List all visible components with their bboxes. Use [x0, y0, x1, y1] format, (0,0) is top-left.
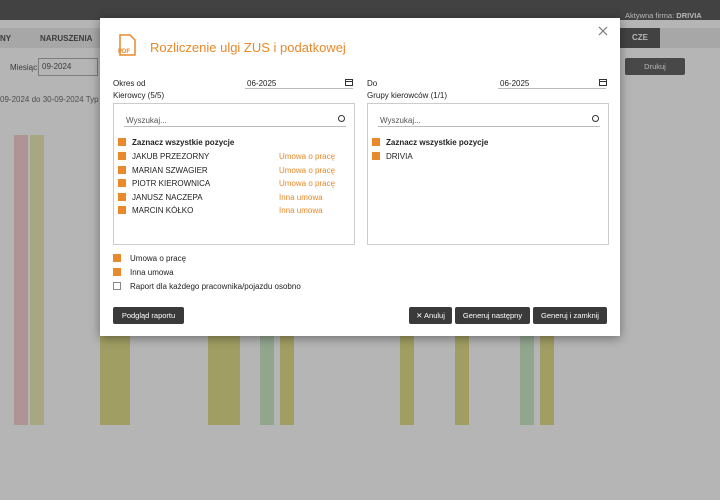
month-label: Miesiąc:: [10, 63, 40, 72]
item-name: JANUSZ NACZEPA: [132, 192, 203, 202]
generate-close-button[interactable]: Generuj i zamknij: [533, 307, 607, 324]
item-contract: Inna umowa: [279, 206, 323, 216]
item-name: PIOTR KIEROWNICA: [132, 179, 211, 189]
button-label: Generuj następny: [462, 311, 523, 320]
generate-next-button[interactable]: Generuj następny: [455, 307, 530, 324]
tab[interactable]: NARUSZENIA: [40, 34, 93, 43]
item-contract: Umowa o pracę: [279, 179, 336, 189]
search-placeholder[interactable]: Wyszukaj...: [126, 116, 167, 125]
range-text: 09-2024 do 30-09-2024: [0, 95, 84, 104]
list-label: Grupy kierowców (1/1): [367, 91, 448, 100]
tab-active[interactable]: CZE: [620, 28, 660, 48]
item-contract: Inna umowa: [279, 192, 323, 202]
tab[interactable]: NY: [0, 34, 12, 43]
company-name: DRIVIA: [676, 11, 702, 20]
item-name: JAKUB PRZEZORNY: [132, 152, 210, 161]
date-value[interactable]: 06-2025: [500, 79, 530, 88]
date-value[interactable]: 06-2025: [247, 79, 277, 88]
checkbox[interactable]: [118, 152, 126, 160]
checkbox[interactable]: [113, 268, 121, 276]
preview-button[interactable]: Podgląd raportu: [113, 307, 184, 324]
checkbox[interactable]: [118, 192, 126, 201]
company: Aktywna firma: DRIVIA: [625, 11, 702, 20]
checkbox[interactable]: [113, 254, 121, 262]
underline: [378, 126, 600, 127]
item-name: DRIVIA: [386, 152, 413, 161]
field-label: Do: [367, 79, 378, 88]
search-icon[interactable]: [338, 115, 345, 122]
drivers-list: Wyszukaj... Zaznacz wszystkie pozycje JAKU…: [113, 103, 355, 245]
field-label: Okres od: [113, 79, 146, 88]
print-button[interactable]: Drukuj: [625, 58, 685, 75]
select-all[interactable]: Zaznacz wszystkie pozycje: [132, 138, 235, 147]
item-name: MARCIN KÓŁKO: [132, 206, 194, 216]
checkbox[interactable]: [118, 138, 126, 146]
checkbox[interactable]: [118, 165, 126, 174]
option-label: Inna umowa: [130, 268, 174, 277]
item-contract: Umowa o pracę: [279, 165, 336, 175]
underline: [498, 88, 606, 89]
item-name: MARIAN SZWAGIER: [132, 165, 208, 175]
column: [30, 135, 44, 425]
top-bar: [0, 0, 720, 20]
button-label: Generuj i zamknij: [541, 311, 599, 320]
checkbox[interactable]: [372, 152, 380, 160]
item-contract: Umowa o pracę: [279, 152, 336, 161]
calendar-icon[interactable]: [599, 78, 607, 86]
cancel-button[interactable]: ✕ Anuluj: [409, 307, 452, 324]
company-label: Aktywna firma:: [625, 11, 675, 20]
search-icon[interactable]: [592, 115, 599, 122]
month-input[interactable]: 09-2024: [38, 58, 98, 76]
range-type: Typ zat: [85, 95, 112, 104]
button-label: Anuluj: [424, 311, 445, 320]
checkbox[interactable]: [113, 282, 121, 290]
option-label: Umowa o pracę: [130, 254, 187, 263]
checkbox[interactable]: [118, 179, 126, 188]
checkbox[interactable]: [118, 206, 126, 215]
column: [14, 135, 28, 425]
select-all[interactable]: Zaznacz wszystkie pozycje: [386, 138, 489, 147]
search-placeholder[interactable]: Wyszukaj...: [380, 116, 421, 125]
calendar-icon[interactable]: [345, 78, 353, 86]
list-label: Kierowcy (5/5): [113, 91, 165, 100]
groups-list: Wyszukaj... Zaznacz wszystkie pozycje DRIV…: [367, 103, 609, 245]
dialog-title: Rozliczenie ulgi ZUS i podatkowej: [150, 40, 346, 55]
dialog: PDF Rozliczenie ulgi ZUS i podatkowej Ok…: [100, 18, 620, 336]
button-label: Podgląd raportu: [121, 311, 176, 320]
checkbox[interactable]: [372, 138, 380, 146]
underline: [124, 126, 346, 127]
close-icon[interactable]: [598, 26, 608, 36]
pdf-label: PDF: [118, 49, 130, 55]
option-label: Raport dla każdego pracownika/pojazdu os…: [130, 282, 301, 291]
pdf-icon: [119, 34, 136, 56]
underline: [245, 88, 353, 89]
range: 09-2024 do 30-09-2024 Typ zat: [0, 95, 112, 104]
